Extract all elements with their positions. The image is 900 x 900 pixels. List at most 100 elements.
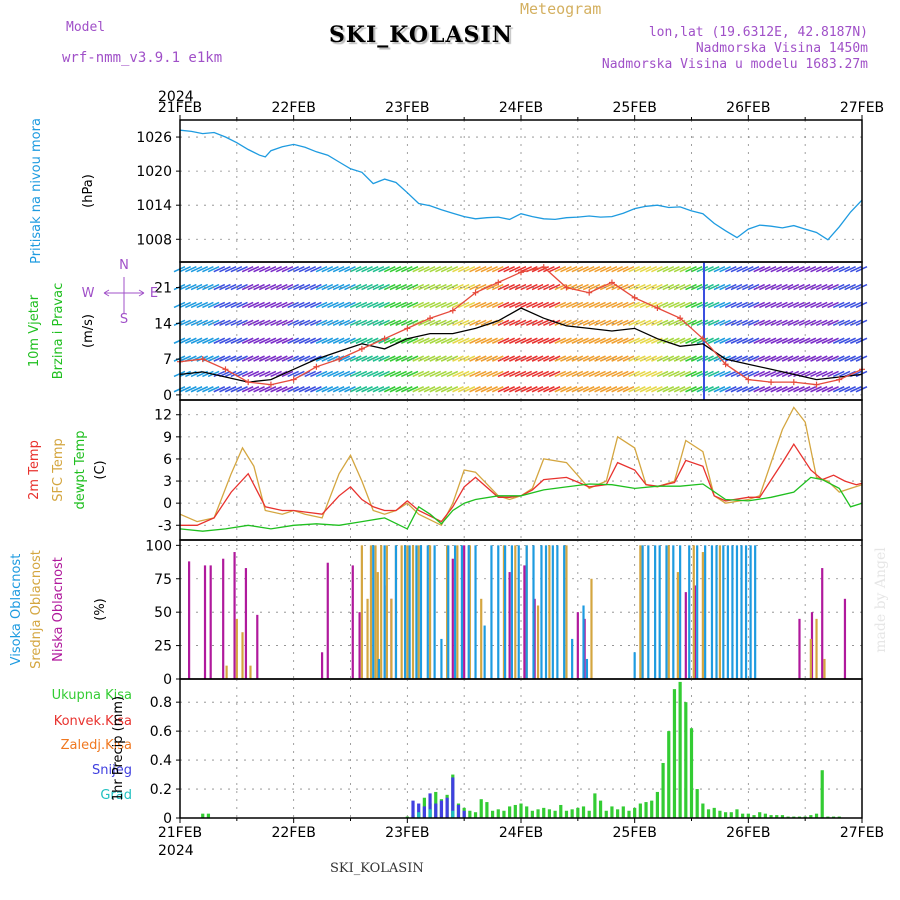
wind-barb xyxy=(497,355,510,362)
wind-barb xyxy=(480,265,493,273)
bar-cloud_mid xyxy=(456,545,459,679)
wind-barb xyxy=(344,355,356,362)
x-tick-label-top: 24FEB xyxy=(499,100,543,116)
bar-cloud_low xyxy=(693,585,697,679)
wind-barb xyxy=(724,337,737,344)
wind-barb xyxy=(781,386,794,393)
wind-barb xyxy=(241,355,254,362)
series-point xyxy=(427,315,434,322)
wind-barb xyxy=(383,337,396,344)
y-tick-label: 9 xyxy=(163,430,172,446)
wind-barb xyxy=(497,319,510,327)
wind-barb xyxy=(219,319,231,327)
bar-precip_total xyxy=(746,813,750,818)
y-tick-label: 25 xyxy=(154,639,172,655)
wind-barb xyxy=(315,355,328,362)
wind-barb xyxy=(571,337,584,344)
wind-barb xyxy=(491,265,504,273)
wind-barb xyxy=(298,355,311,362)
y-tick-label: 75 xyxy=(154,572,172,588)
wind-barb xyxy=(713,370,726,378)
wind-barb xyxy=(190,301,203,309)
wind-barb xyxy=(639,370,652,378)
panel-frame xyxy=(179,399,863,541)
bar-cloud_high xyxy=(688,545,691,679)
x-tick-label-top: 22FEB xyxy=(272,100,316,116)
wind-barb xyxy=(457,301,470,309)
y-axis-label: Pritisak na nivou mora xyxy=(29,118,44,264)
wind-barb xyxy=(685,301,697,309)
wind-barb xyxy=(537,337,550,344)
wind-barb xyxy=(190,386,203,393)
wind-barb xyxy=(219,386,231,393)
wind-barb xyxy=(724,355,737,362)
bar-cloud_low xyxy=(222,558,225,679)
wind-barb xyxy=(281,386,294,393)
wind-barb xyxy=(639,265,652,273)
wind-barb xyxy=(804,265,817,273)
bar-cloud_high xyxy=(654,545,657,679)
wind-barb xyxy=(480,386,493,393)
wind-barb xyxy=(565,355,578,362)
wind-barb xyxy=(770,386,783,393)
wind-barb xyxy=(412,337,425,344)
wind-barb xyxy=(690,301,703,309)
wind-barb xyxy=(526,319,538,327)
wind-barb xyxy=(679,386,692,393)
bar-cloud_high xyxy=(544,545,548,679)
bar-cloud_low xyxy=(326,562,329,679)
wind-barb xyxy=(793,337,805,344)
wind-barb xyxy=(798,301,811,309)
wind-barb xyxy=(207,301,220,309)
wind-barb xyxy=(639,319,652,327)
bar-precip_total xyxy=(655,791,659,818)
wind-barb xyxy=(554,337,567,344)
bar-cloud_high xyxy=(582,605,585,679)
wind-barb xyxy=(446,301,459,309)
bar-precip_total xyxy=(553,810,557,818)
y-tick-label: 0 xyxy=(163,811,172,827)
wind-barb xyxy=(321,386,334,393)
wind-barb xyxy=(275,370,288,378)
wind-barb xyxy=(634,355,646,362)
bar-cloud_mid xyxy=(565,545,568,679)
wind-barb xyxy=(281,337,294,344)
wind-barb xyxy=(747,337,760,344)
bar-precip_total xyxy=(542,807,546,818)
bar-precip_total xyxy=(581,806,586,818)
wind-barb xyxy=(616,386,629,393)
wind-barb xyxy=(344,319,356,327)
bar-cloud_high xyxy=(408,545,411,679)
bar-precip_snow xyxy=(411,800,415,818)
wind-barb xyxy=(446,370,459,378)
y-tick-label: 50 xyxy=(154,605,172,621)
wind-barb xyxy=(412,386,425,393)
wind-barb xyxy=(582,370,595,378)
bar-cloud_high xyxy=(556,545,559,679)
bar-cloud_high xyxy=(551,545,554,679)
wind-barb xyxy=(793,370,805,378)
wind-barb xyxy=(418,355,430,362)
wind-barb xyxy=(622,370,635,378)
wind-barb xyxy=(281,355,294,362)
x-tick-label-bottom: 24FEB xyxy=(499,825,543,841)
wind-barb xyxy=(480,355,493,362)
wind-barb xyxy=(366,355,379,362)
wind-barb xyxy=(281,283,294,291)
wind-barb xyxy=(219,301,231,309)
series-point xyxy=(404,325,411,332)
wind-barb xyxy=(588,265,601,273)
wind-barb xyxy=(707,265,720,273)
wind-barb xyxy=(719,370,731,378)
wind-barb xyxy=(849,319,862,327)
bar-cloud_high xyxy=(658,545,661,679)
wind-barb xyxy=(764,337,777,344)
wind-barb xyxy=(196,301,209,309)
bar-cloud_high xyxy=(704,545,707,679)
wind-barb xyxy=(849,337,862,344)
wind-barb xyxy=(605,386,618,393)
wind-barb xyxy=(798,386,811,393)
wind-barb xyxy=(537,370,550,378)
wind-barb xyxy=(179,283,192,291)
wind-barb xyxy=(560,355,572,362)
